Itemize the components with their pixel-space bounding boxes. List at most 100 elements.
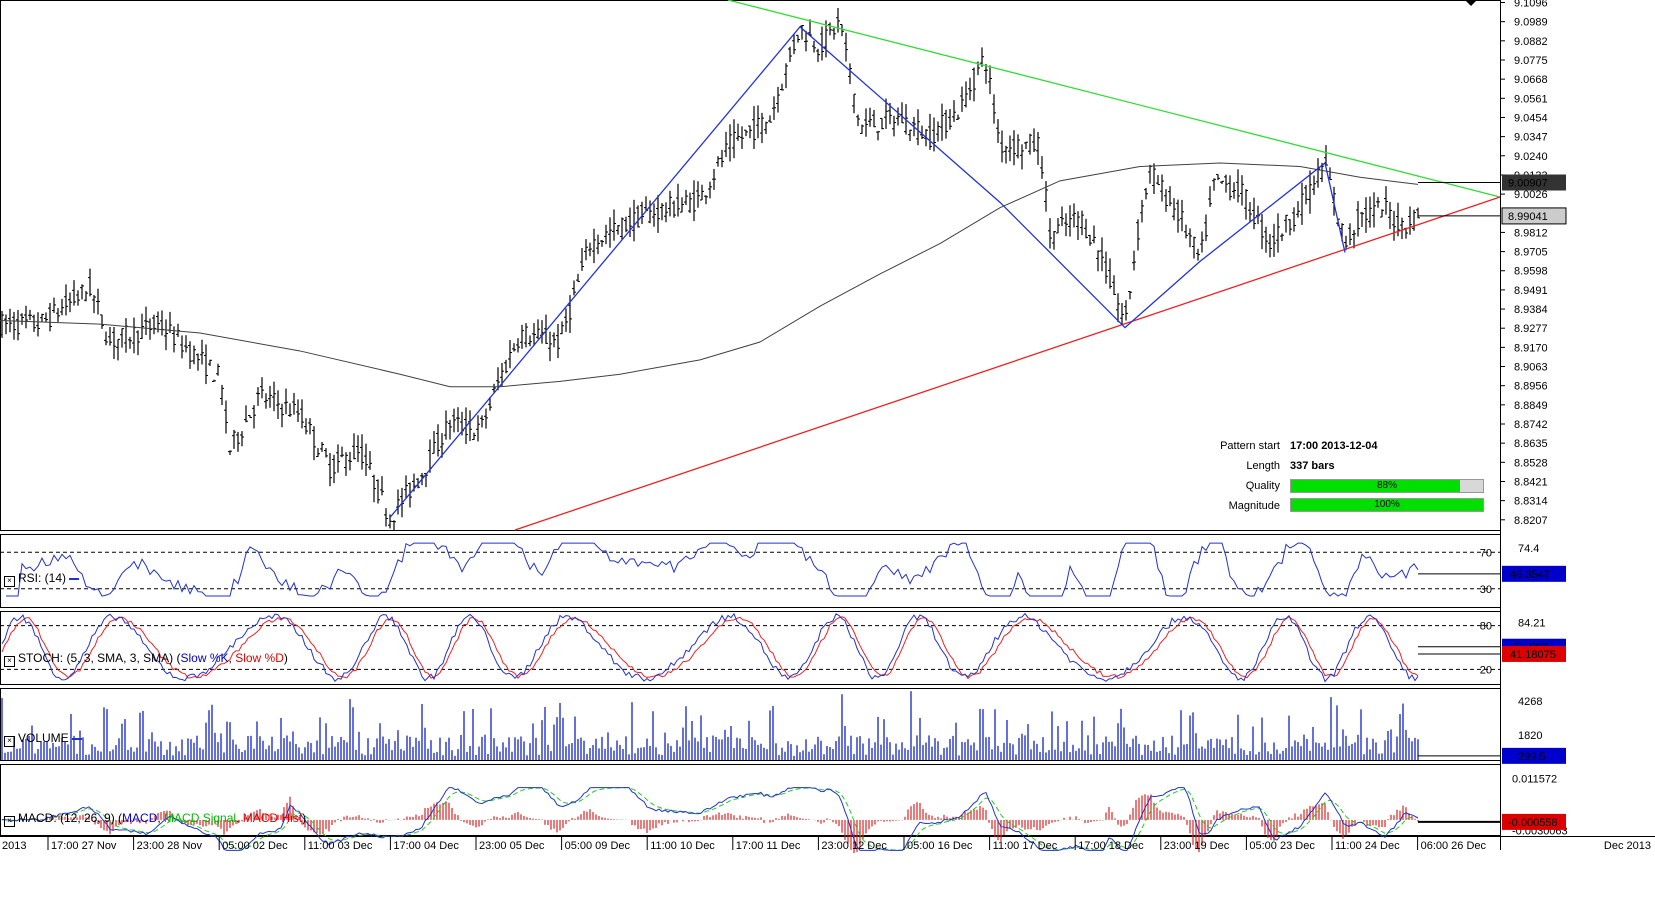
stoch-level-20-label: 20 (1480, 664, 1492, 676)
price-tick-label: 9.0775 (1514, 55, 1548, 67)
time-tick-label: 23:00 19 Dec (1164, 840, 1230, 852)
price-tick-label: 9.0347 (1514, 132, 1548, 144)
pattern-start-value: 17:00 2013-12-04 (1290, 440, 1378, 452)
price-tick-label: 8.8314 (1514, 496, 1548, 508)
macd-title: × MACD: (12, 26, 9) (MACD, MACD Signal, M… (4, 811, 307, 827)
price-tick-label: 9.1096 (1514, 0, 1548, 10)
volume-tick-high: 4268 (1518, 696, 1542, 708)
stoch-d-label: 41.18075 (1510, 649, 1556, 661)
quality-bar-fill (1291, 480, 1460, 492)
price-tick-label: 8.8742 (1514, 419, 1548, 431)
stoch-d-box (1502, 645, 1566, 662)
magnitude-bar-text: 100% (1374, 499, 1400, 510)
macd-last-box (1502, 813, 1566, 830)
quality-bar-text: 88% (1376, 480, 1397, 491)
time-tick-label: 11:00 24 Dec (1335, 840, 1400, 852)
pattern-magnitude-label: Magnitude (1228, 500, 1280, 512)
volume-last-label: 299.5 (1518, 751, 1546, 763)
price-tick-label: 8.9812 (1514, 227, 1548, 239)
stoch-d-legend: Slow %D (235, 651, 284, 665)
time-tick-label: 17:00 27 Nov (51, 840, 117, 852)
panel-frame-3 (0, 688, 1501, 761)
macd-hist-legend: MACD Hist (242, 811, 303, 825)
volume-title-text: VOLUME (18, 731, 69, 745)
time-tick-label: 11:00 03 Dec (308, 840, 373, 852)
pattern-zigzag-line (389, 25, 1346, 518)
time-tick-label: 05:00 16 Dec (907, 840, 973, 852)
macd-toggle-checkbox[interactable]: × (4, 816, 15, 827)
pattern-length-label: Length (1246, 460, 1280, 472)
time-tick-label: 06:00 26 Dec (1421, 840, 1487, 852)
magnitude-bar-fill (1291, 499, 1483, 511)
pattern-info: Pattern start 17:00 2013-12-04 Length 33… (1190, 440, 1484, 520)
rsi-level-30-label: 30 (1480, 584, 1492, 596)
pattern-length-value: 337 bars (1290, 460, 1335, 472)
stoch-axis-tick: 84.21 (1518, 618, 1546, 630)
upper-price-box (1502, 174, 1566, 191)
price-tick-label: 8.9491 (1514, 285, 1548, 297)
scroll-marker-icon (1465, 0, 1477, 6)
stoch-title: × STOCH: (5, 3, SMA, 3, SMA) (Slow %K, Sl… (4, 651, 288, 667)
time-tick-label: 05:00 23 Dec (1249, 840, 1315, 852)
stoch-k-legend: Slow %K (180, 651, 229, 665)
price-tick-label: 8.8635 (1514, 438, 1548, 450)
rsi-line (6, 542, 1419, 597)
macd-line (1, 787, 1419, 851)
price-tick-label: 9.0561 (1514, 93, 1548, 105)
price-tick-label: 8.9063 (1514, 362, 1548, 374)
pattern-start-label: Pattern start (1220, 440, 1280, 452)
price-tick-label: 9.0454 (1514, 112, 1548, 124)
stoch-level-80-label: 80 (1480, 621, 1492, 633)
price-tick-label: 8.9598 (1514, 266, 1548, 278)
last-price-box (1501, 207, 1567, 225)
stoch-separator: , (228, 651, 236, 665)
macd-legend: MACD (122, 811, 158, 825)
macd-signal-line (1, 787, 1419, 851)
time-tick-label: Dec 2013 (1604, 840, 1651, 852)
time-tick-label: 17:00 11 Dec (736, 840, 801, 852)
stoch-k-line (1, 612, 1419, 683)
resistance-line (727, 0, 1501, 198)
rsi-legend-line (69, 577, 80, 580)
price-tick-label: 9.0240 (1514, 151, 1548, 163)
price-tick-label: 9.0989 (1514, 17, 1548, 29)
rsi-axis-tick: 74.4 (1518, 543, 1539, 555)
time-tick-label: 17:00 04 Dec (393, 840, 459, 852)
price-tick-label: 9.0026 (1514, 189, 1548, 201)
price-tick-label: 9.0668 (1514, 74, 1548, 86)
price-tick-label: 8.8956 (1514, 381, 1548, 393)
rsi-level-70-label: 70 (1480, 547, 1492, 559)
stoch-toggle-checkbox[interactable]: × (4, 656, 15, 667)
price-tick-label: 8.9170 (1514, 342, 1548, 354)
macd-separator-2: , (236, 811, 243, 825)
macd-title-suffix: ) (302, 811, 307, 825)
volume-tick-low: 1820 (1518, 730, 1542, 742)
time-tick-label: 11:00 17 Dec (993, 840, 1058, 852)
macd-last-label: -0.000558 (1508, 817, 1558, 829)
macd-title-prefix: MACD: (12, 26, 9) ( (18, 811, 123, 825)
rsi-toggle-checkbox[interactable]: × (4, 576, 15, 587)
price-tick-label: 8.8528 (1514, 457, 1548, 469)
time-tick-label: 23:00 12 Dec (821, 840, 887, 852)
time-tick-label: 2013 (2, 840, 26, 852)
time-tick-label: 05:00 02 Dec (222, 840, 288, 852)
volume-legend-line (72, 737, 83, 740)
rsi-last-label: 46.3547 (1510, 569, 1550, 581)
pattern-quality-label: Quality (1245, 480, 1280, 492)
macd-separator-1: , (157, 811, 165, 825)
stoch-d-line (1, 616, 1419, 680)
upper-price-label: 9.00907 (1508, 178, 1548, 190)
price-tick-label: 8.9705 (1514, 247, 1548, 259)
rsi-title-text: RSI: (14) (18, 571, 67, 585)
volume-title: × VOLUME (4, 731, 83, 747)
price-tick-label: 8.8421 (1514, 476, 1548, 488)
support-line (514, 196, 1501, 531)
price-tick-label: 9.0882 (1514, 36, 1548, 48)
time-tick-label: 11:00 10 Dec (650, 840, 715, 852)
price-tick-label: 8.8849 (1514, 400, 1548, 412)
price-tick-label: 8.8207 (1514, 515, 1548, 527)
volume-last-box (1502, 747, 1566, 764)
volume-toggle-checkbox[interactable]: × (4, 736, 15, 747)
